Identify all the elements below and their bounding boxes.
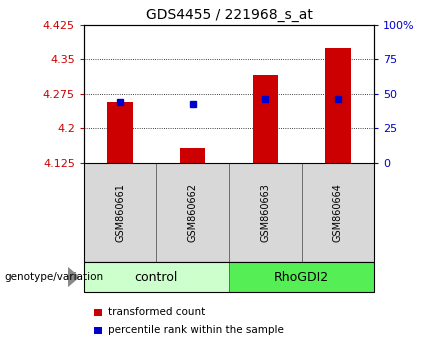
Bar	[108, 102, 133, 163]
Bar	[94, 326, 102, 333]
Text: percentile rank within the sample: percentile rank within the sample	[108, 325, 283, 335]
Bar	[301, 163, 374, 262]
Text: GSM860664: GSM860664	[333, 183, 343, 242]
Bar	[84, 163, 157, 262]
Bar	[252, 75, 278, 163]
Bar	[84, 262, 229, 292]
Title: GDS4455 / 221968_s_at: GDS4455 / 221968_s_at	[145, 8, 313, 22]
Text: genotype/variation: genotype/variation	[4, 272, 104, 282]
Text: GSM860662: GSM860662	[187, 183, 198, 242]
Text: transformed count: transformed count	[108, 307, 205, 317]
Bar	[229, 163, 301, 262]
Bar	[325, 48, 350, 163]
Bar	[157, 163, 229, 262]
Text: GSM860663: GSM860663	[260, 183, 270, 242]
Bar	[229, 262, 374, 292]
Bar	[94, 309, 102, 316]
Polygon shape	[68, 268, 79, 286]
Text: RhoGDI2: RhoGDI2	[274, 270, 329, 284]
Text: control: control	[135, 270, 178, 284]
Text: GSM860661: GSM860661	[115, 183, 125, 242]
Bar	[180, 148, 206, 163]
